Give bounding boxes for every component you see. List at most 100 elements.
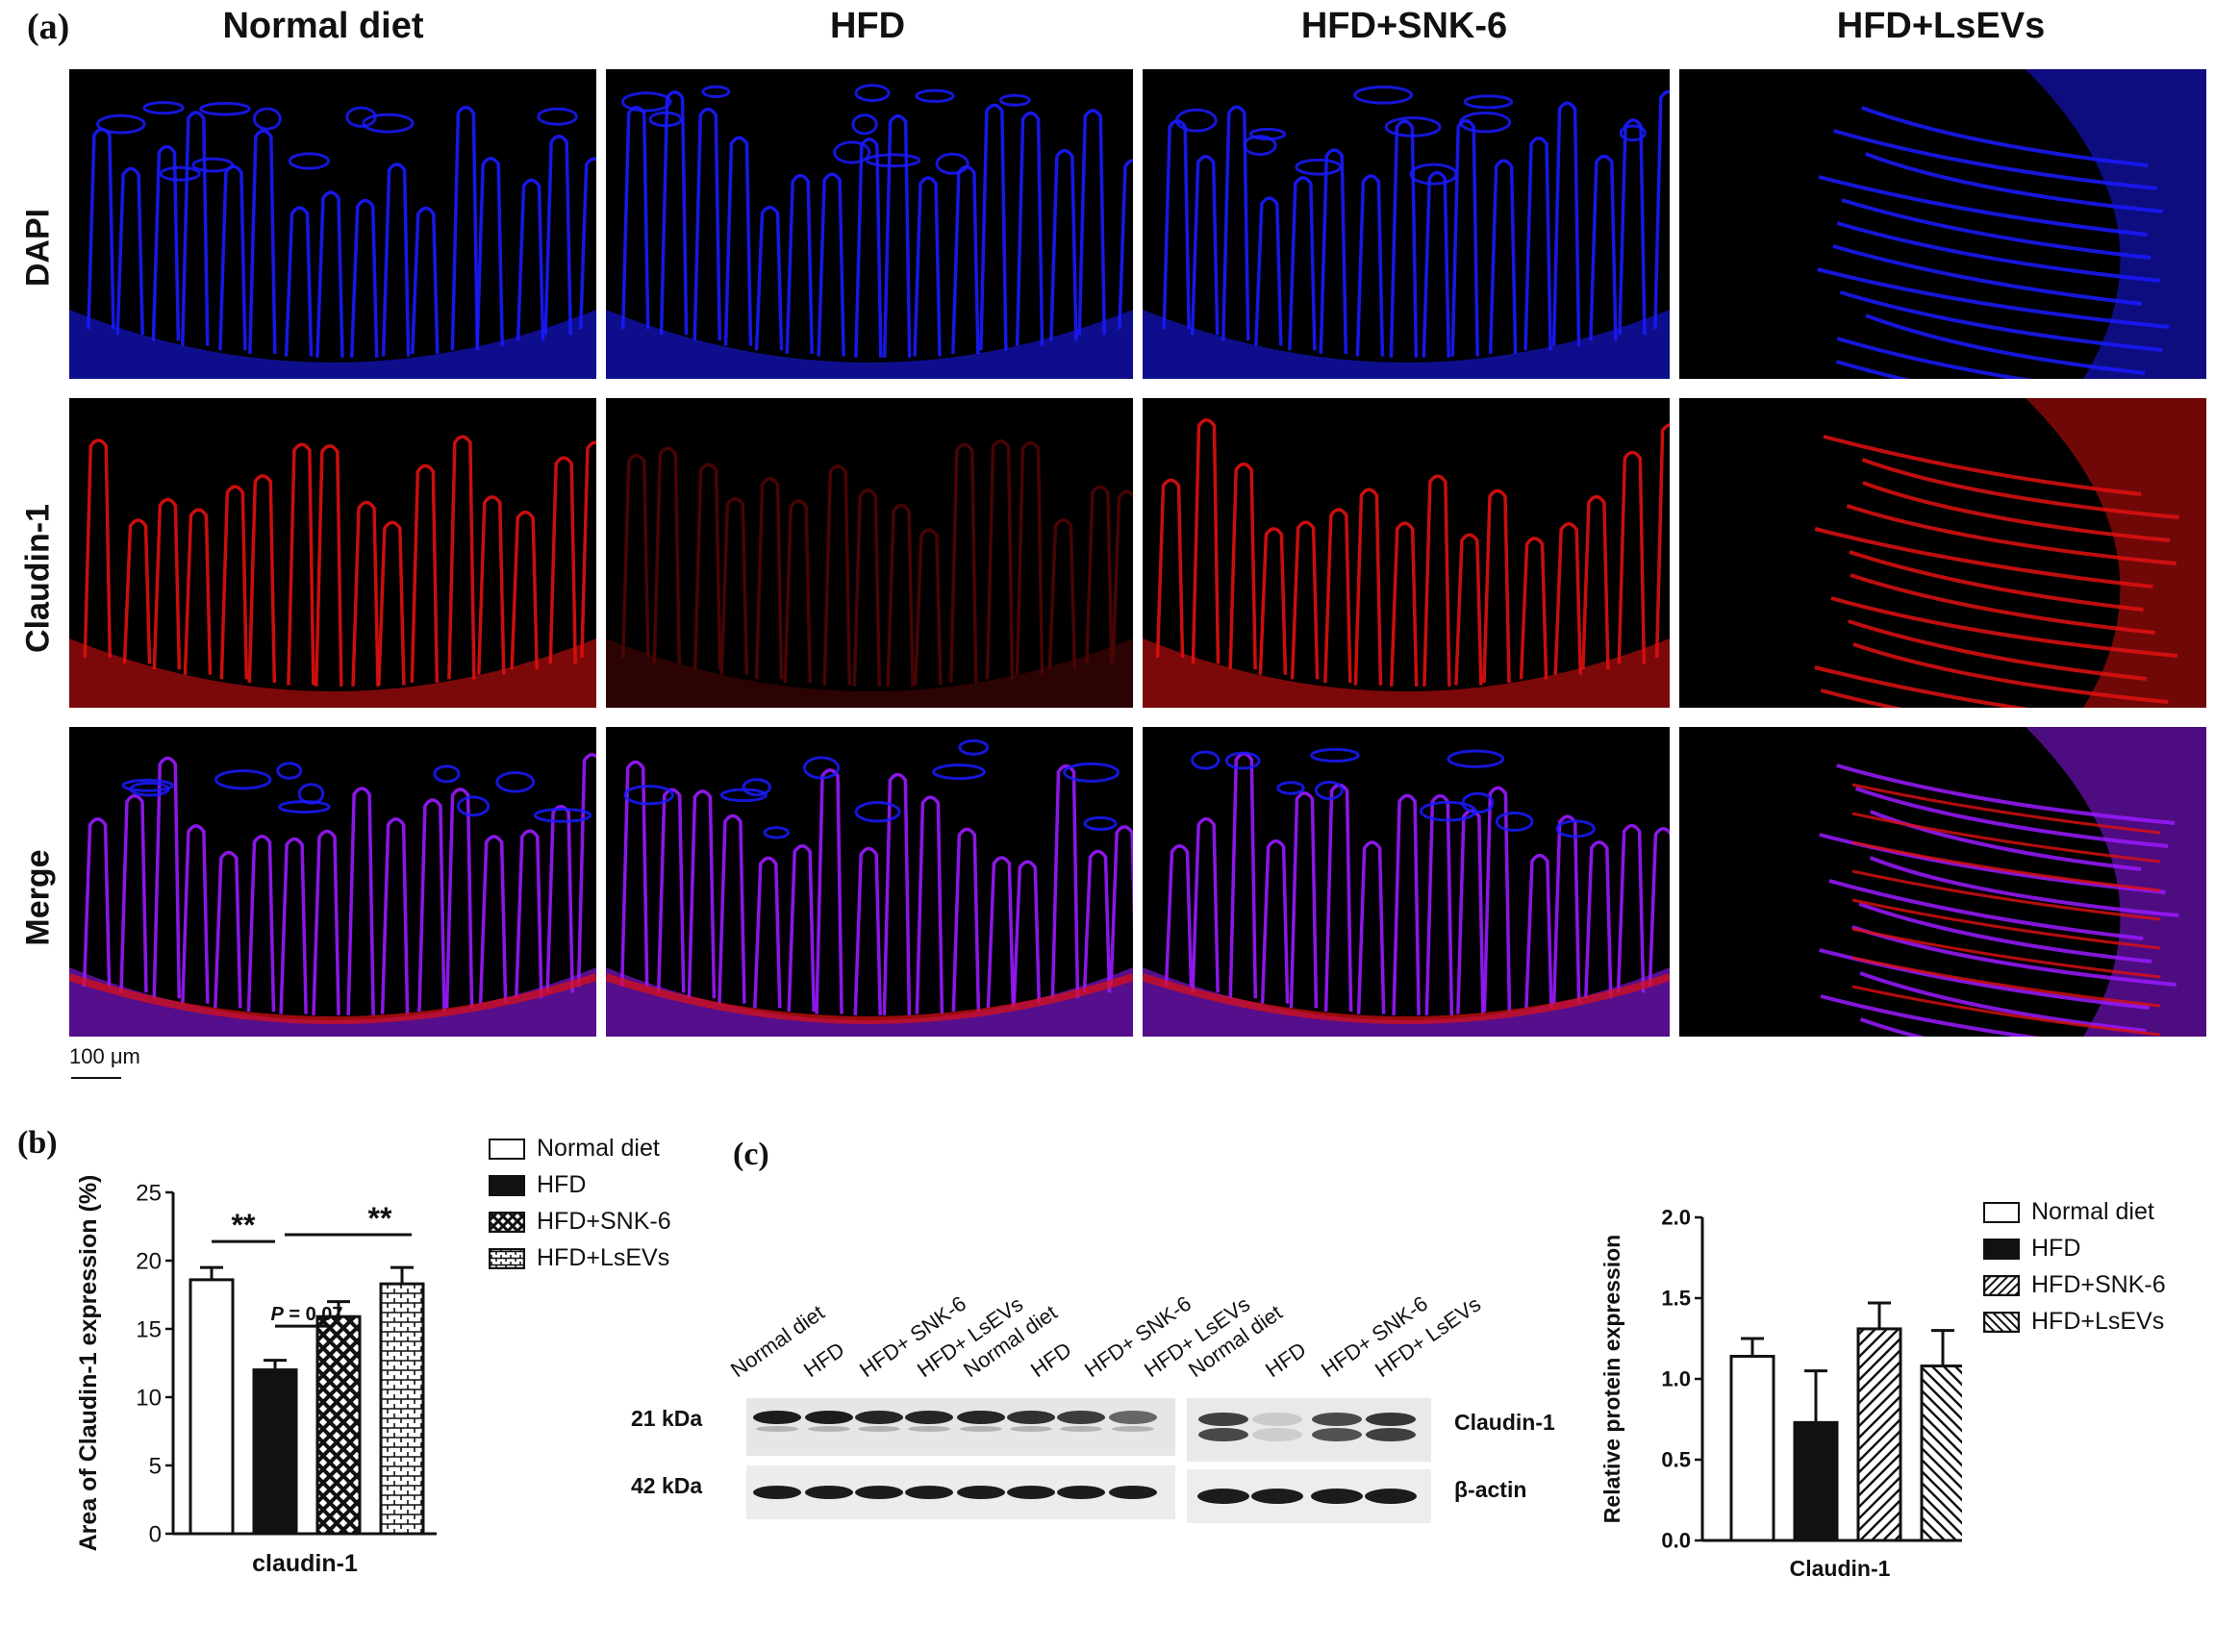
sig-stars-right: ** <box>368 1201 392 1236</box>
chart-c: 0.0 0.5 1.0 1.5 2.0 Claudin-1 Relative protein… <box>1599 1206 1962 1581</box>
micrograph-tissue <box>1817 69 2206 379</box>
legend-b-lsevs: HFD+LsEVs <box>489 1244 669 1272</box>
micrograph-tissue <box>1143 418 1670 708</box>
claudin-band-lower <box>1366 1428 1416 1441</box>
bar-hfd <box>252 1368 298 1536</box>
actin-band <box>855 1486 903 1499</box>
claudin-band <box>905 1411 953 1424</box>
bar-normal-diet <box>1729 1354 1775 1542</box>
y-tick-label: 25 <box>136 1180 162 1206</box>
column-header-normal-diet: Normal diet <box>222 6 424 46</box>
claudin-band-faint <box>756 1426 798 1432</box>
mw-21-label: 21 kDa <box>631 1406 703 1431</box>
bar-hfd <box>1793 1420 1839 1542</box>
y-tick-label: 10 <box>136 1385 162 1411</box>
legend-c-normal: Normal diet <box>1983 1198 2154 1226</box>
legend-c-hfd: HFD <box>1983 1235 2080 1263</box>
claudin-band-faint <box>858 1426 900 1432</box>
claudin-band <box>1007 1411 1055 1424</box>
legend-c-lsevs: HFD+LsEVs <box>1983 1308 2164 1336</box>
claudin-band-faint <box>1010 1426 1052 1432</box>
y-tick-label: 5 <box>149 1453 162 1479</box>
blot-lane-label: HFD <box>1026 1337 1076 1383</box>
scale-bar <box>71 1077 121 1079</box>
micrograph-tissue <box>606 738 1133 1037</box>
scale-bar-label: 100 μm <box>69 1044 140 1068</box>
claudin-band <box>1366 1413 1416 1426</box>
column-header-hfd-snk6: HFD+SNK-6 <box>1300 6 1508 46</box>
x-axis-label: claudin-1 <box>252 1550 358 1577</box>
mw-42-label: 42 kDa <box>631 1473 703 1498</box>
claudin-band <box>753 1411 801 1424</box>
legend-swatch-diagonal-down <box>1983 1311 2020 1333</box>
actin-band <box>1311 1489 1363 1504</box>
legend-swatch-open <box>1983 1201 2020 1223</box>
actin-band <box>753 1486 801 1499</box>
bar-hfd-lsevs <box>379 1282 425 1536</box>
blot-lane-label: HFD <box>1261 1337 1311 1383</box>
y-tick-label: 15 <box>136 1316 162 1342</box>
micrograph-dapi-1 <box>69 69 596 379</box>
band-claudin-label: Claudin-1 <box>1454 1410 1555 1435</box>
y-axis-label: Relative protein expression <box>1599 1235 1624 1523</box>
actin-band <box>1251 1489 1303 1504</box>
legend-label: HFD <box>537 1171 587 1198</box>
legend-swatch-brick <box>489 1247 525 1269</box>
micrograph-merge-3 <box>1143 727 1670 1037</box>
claudin-band-faint <box>908 1426 950 1432</box>
micrograph-claudin-1-4 <box>1679 398 2206 708</box>
column-header-hfd: HFD <box>829 6 906 46</box>
panel-c-label: (c) <box>733 1137 769 1172</box>
y-tick-label: 1.5 <box>1661 1287 1691 1311</box>
legend-swatch-crosshatch <box>489 1211 525 1233</box>
legend-b-hfd: HFD <box>489 1171 586 1199</box>
chart-b: 0 5 10 15 20 25 claudin-1 Area of Claudin-1 exp… <box>75 1175 437 1577</box>
legend-label: HFD <box>2031 1235 2081 1262</box>
p-value-label: P = 0.07 <box>270 1304 342 1325</box>
micrograph-tissue <box>1814 398 2206 708</box>
micrograph-tissue <box>1143 747 1670 1037</box>
micrograph-claudin-1-1 <box>69 398 596 708</box>
claudin-band <box>1252 1413 1302 1426</box>
y-tick-label: 0.0 <box>1661 1529 1691 1553</box>
legend-swatch-solid <box>489 1174 525 1196</box>
sig-stars-left: ** <box>232 1208 256 1242</box>
y-tick-label: 20 <box>136 1248 162 1274</box>
claudin-band-faint <box>808 1426 850 1432</box>
bar-normal-diet <box>189 1278 235 1536</box>
micrograph-merge-2 <box>606 727 1133 1037</box>
blot-membrane-top-left <box>746 1398 1175 1456</box>
legend-b-normal: Normal diet <box>489 1135 660 1163</box>
claudin-band-faint <box>1060 1426 1102 1432</box>
micrograph-dapi-3 <box>1143 69 1670 379</box>
y-tick-label: 2.0 <box>1661 1206 1691 1230</box>
claudin-band <box>1198 1413 1248 1426</box>
actin-band <box>1007 1486 1055 1499</box>
micrograph-tissue <box>69 101 596 379</box>
claudin-band <box>1057 1411 1105 1424</box>
claudin-band <box>1109 1411 1157 1424</box>
legend-swatch-open <box>489 1138 525 1160</box>
legend-label: Normal diet <box>537 1135 660 1162</box>
actin-band <box>1109 1486 1157 1499</box>
legend-c-snk6: HFD+SNK-6 <box>1983 1271 2166 1299</box>
claudin-band <box>805 1411 853 1424</box>
panel-b-label: (b) <box>17 1125 58 1161</box>
legend-label: HFD+LsEVs <box>2031 1308 2165 1335</box>
legend-label: HFD+SNK-6 <box>537 1208 671 1235</box>
claudin-band-lower <box>1198 1428 1248 1441</box>
column-header-hfd-lsevs: HFD+LsEVs <box>1836 6 2046 46</box>
micrograph-claudin-1-3 <box>1143 398 1670 708</box>
blot-lane-label: HFD <box>799 1337 849 1383</box>
micrograph-tissue <box>606 438 1133 708</box>
micrograph-tissue <box>69 753 596 1037</box>
bar-hfd-lsevs <box>1920 1364 1962 1542</box>
actin-band <box>905 1486 953 1499</box>
claudin-band-faint <box>1112 1426 1154 1432</box>
panel-a-label: (a) <box>27 7 70 47</box>
y-axis-label: Area of Claudin-1 expression (%) <box>75 1175 102 1552</box>
micrograph-tissue <box>606 84 1133 379</box>
legend-label: Normal diet <box>2031 1198 2154 1225</box>
actin-band <box>1197 1489 1249 1504</box>
claudin-band-faint <box>960 1426 1002 1432</box>
